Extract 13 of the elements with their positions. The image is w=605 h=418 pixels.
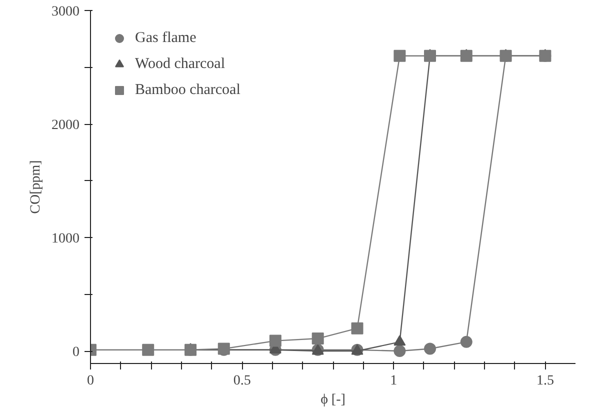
x-tick-label: 0.5 bbox=[233, 374, 251, 388]
y-tick-label: 3000 bbox=[52, 4, 80, 20]
y-axis-title: CO[ppm] bbox=[28, 160, 44, 214]
legend-label: Bamboo charcoal bbox=[135, 82, 240, 98]
x-axis-title: ϕ [-] bbox=[320, 392, 346, 408]
y-tick-label: 0 bbox=[72, 345, 80, 360]
y-tick-label: 2000 bbox=[52, 118, 80, 134]
y-tick-label: 1000 bbox=[52, 232, 80, 247]
x-tick-label: 0 bbox=[87, 374, 94, 388]
x-tick-label: 1.5 bbox=[536, 374, 554, 388]
x-tick-label: 1 bbox=[390, 374, 398, 388]
legend-label: Wood charcoal bbox=[135, 56, 225, 72]
legend-label: Gas flame bbox=[135, 30, 196, 46]
